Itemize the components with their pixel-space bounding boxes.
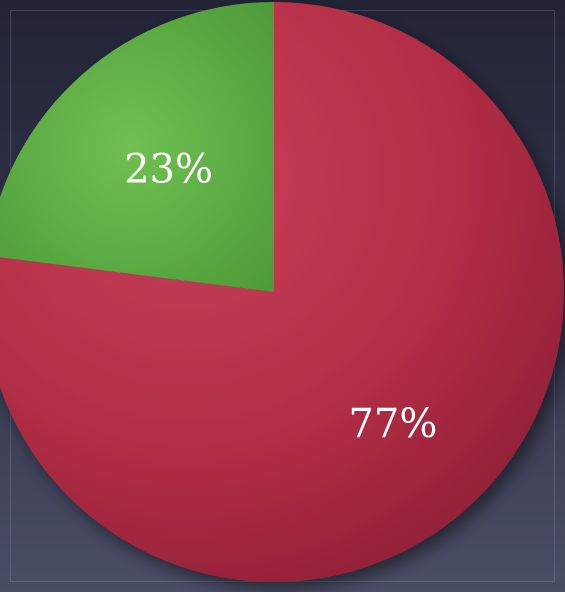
pie-slice-2 (0, 2, 274, 292)
pie-slice-1 (0, 2, 564, 582)
pie-slice-label-1: 77% (348, 401, 437, 447)
pie-slice-label-2: 23% (124, 146, 213, 192)
